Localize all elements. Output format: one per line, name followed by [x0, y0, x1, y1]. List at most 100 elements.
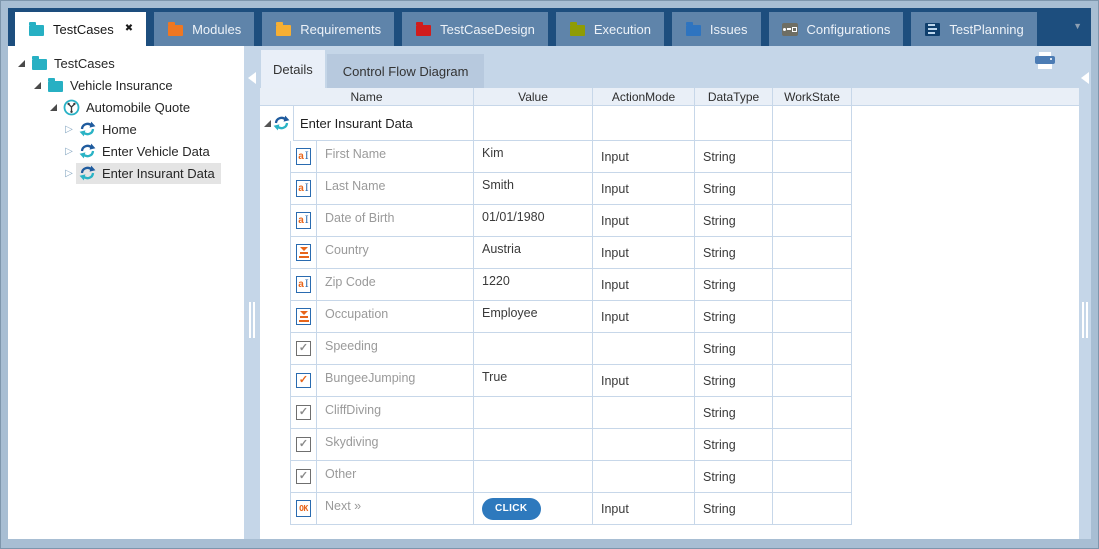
- tree-item[interactable]: ▷ Enter Insurant Data: [8, 162, 244, 184]
- cell-datatype[interactable]: String: [695, 333, 773, 365]
- cell-workstate[interactable]: [773, 237, 852, 269]
- doc-tab-details[interactable]: Details: [261, 50, 325, 88]
- cell-datatype[interactable]: String: [695, 141, 773, 173]
- cell-actionmode[interactable]: Input: [593, 237, 695, 269]
- cell-workstate[interactable]: [773, 333, 852, 365]
- collapse-right-icon[interactable]: [1081, 72, 1089, 84]
- cell-value[interactable]: True: [474, 365, 593, 397]
- tree-item[interactable]: TestCases: [8, 52, 244, 74]
- cell-workstate[interactable]: [773, 269, 852, 301]
- cell-actionmode[interactable]: Input: [593, 269, 695, 301]
- cell-actionmode[interactable]: [593, 333, 695, 365]
- cell-workstate[interactable]: [773, 397, 852, 429]
- table-row[interactable]: aI ✓ OK BungeeJumping True Input String: [260, 365, 1079, 397]
- cell-workstate[interactable]: [773, 493, 852, 525]
- print-icon[interactable]: [1035, 52, 1055, 69]
- checkbox-icon: ✓: [296, 437, 311, 452]
- tree-expander-icon[interactable]: ▷: [65, 123, 73, 135]
- tab-close-icon[interactable]: ✖: [124, 23, 134, 34]
- cell-actionmode[interactable]: Input: [593, 365, 695, 397]
- tree-expander-icon[interactable]: [14, 60, 28, 67]
- tree-item[interactable]: Vehicle Insurance: [8, 74, 244, 96]
- cell-datatype[interactable]: String: [695, 205, 773, 237]
- table-row[interactable]: aI ✓ OK Date of Birth 01/01/1980 Input S…: [260, 205, 1079, 237]
- cell-datatype[interactable]: String: [695, 301, 773, 333]
- cell-value[interactable]: CLICK: [474, 493, 593, 525]
- table-row[interactable]: aI ✓ OK CliffDiving String: [260, 397, 1079, 429]
- cell-datatype[interactable]: String: [695, 461, 773, 493]
- cell-workstate[interactable]: [773, 429, 852, 461]
- tree-item[interactable]: Automobile Quote: [8, 96, 244, 118]
- cell-actionmode[interactable]: Input: [593, 205, 695, 237]
- cell-datatype[interactable]: String: [695, 365, 773, 397]
- cell-value[interactable]: Smith: [474, 173, 593, 205]
- cell-value[interactable]: 1220: [474, 269, 593, 301]
- main-tab-bar: TestCases ✖ Modules Requirements TestCas…: [8, 8, 1091, 46]
- cell-actionmode[interactable]: Input: [593, 493, 695, 525]
- table-row[interactable]: aI ✓ OK Occupation Employee Input String: [260, 301, 1079, 333]
- cell-workstate[interactable]: [773, 141, 852, 173]
- right-splitter[interactable]: [1079, 46, 1091, 539]
- cell-datatype[interactable]: String: [695, 269, 773, 301]
- main-tab[interactable]: TestPlanning: [911, 12, 1037, 46]
- cell-workstate[interactable]: [773, 205, 852, 237]
- cell-workstate[interactable]: [773, 365, 852, 397]
- cell-value[interactable]: [474, 429, 593, 461]
- cell-workstate[interactable]: [773, 173, 852, 205]
- cell-value[interactable]: Employee: [474, 301, 593, 333]
- tree-item[interactable]: ▷ Enter Vehicle Data: [8, 140, 244, 162]
- tab-folder-icon: [275, 21, 292, 37]
- main-tab[interactable]: Execution: [555, 12, 664, 46]
- table-row[interactable]: aI ✓ OK Other String: [260, 461, 1079, 493]
- table-row[interactable]: aI ✓ OK Zip Code 1220 Input String: [260, 269, 1079, 301]
- cell-datatype[interactable]: String: [695, 397, 773, 429]
- doc-tab-control-flow-diagram[interactable]: Control Flow Diagram: [326, 54, 485, 88]
- table-row[interactable]: aI ✓ OK First Name Kim Input String: [260, 141, 1079, 173]
- table-row[interactable]: aI ✓ OK Last Name Smith Input String: [260, 173, 1079, 205]
- collapse-left-icon[interactable]: [248, 72, 256, 84]
- main-tab[interactable]: TestCases ✖: [15, 12, 147, 46]
- row-type-icon: aI ✓ OK: [290, 397, 317, 429]
- cell-actionmode[interactable]: [593, 397, 695, 429]
- cell-workstate[interactable]: [773, 301, 852, 333]
- left-splitter[interactable]: [244, 46, 260, 539]
- tab-overflow-dropdown-icon[interactable]: ▼: [1073, 21, 1082, 31]
- cell-datatype[interactable]: String: [695, 173, 773, 205]
- tree-expander-icon[interactable]: ▷: [65, 145, 73, 157]
- cell-value[interactable]: [474, 397, 593, 429]
- tree-expander-icon[interactable]: ▷: [65, 167, 73, 179]
- row-expander-icon[interactable]: [264, 120, 271, 127]
- table-parent-row[interactable]: Enter Insurant Data: [260, 106, 1079, 141]
- table-row[interactable]: aI ✓ OK Skydiving String: [260, 429, 1079, 461]
- cell-datatype[interactable]: String: [695, 493, 773, 525]
- cell-value[interactable]: Austria: [474, 237, 593, 269]
- cell-name: BungeeJumping: [317, 365, 474, 397]
- main-tab[interactable]: Configurations: [768, 12, 904, 46]
- tree-expander-icon[interactable]: [46, 104, 60, 111]
- cell-datatype[interactable]: String: [695, 429, 773, 461]
- cell-value[interactable]: 01/01/1980: [474, 205, 593, 237]
- main-tab[interactable]: Modules: [154, 12, 255, 46]
- cell-datatype[interactable]: String: [695, 237, 773, 269]
- table-row[interactable]: aI ✓ OK Next » CLICK Input String: [260, 493, 1079, 525]
- cell-workstate[interactable]: [773, 461, 852, 493]
- row-type-icon: aI ✓ OK: [290, 269, 317, 301]
- checkbox-icon: ✓: [296, 341, 311, 356]
- tab-folder-icon: [685, 21, 702, 37]
- click-button[interactable]: CLICK: [482, 497, 541, 520]
- cell-actionmode[interactable]: [593, 461, 695, 493]
- tree-item[interactable]: ▷ Home: [8, 118, 244, 140]
- cell-actionmode[interactable]: [593, 429, 695, 461]
- cell-actionmode[interactable]: Input: [593, 141, 695, 173]
- cell-actionmode[interactable]: Input: [593, 173, 695, 205]
- table-row[interactable]: aI ✓ OK Country Austria Input String: [260, 237, 1079, 269]
- tree-expander-icon[interactable]: [30, 82, 44, 89]
- main-tab[interactable]: Issues: [671, 12, 761, 46]
- cell-value[interactable]: Kim: [474, 141, 593, 173]
- main-tab[interactable]: TestCaseDesign: [402, 12, 548, 46]
- cell-value[interactable]: [474, 333, 593, 365]
- cell-value[interactable]: [474, 461, 593, 493]
- main-tab[interactable]: Requirements: [262, 12, 395, 46]
- table-row[interactable]: aI ✓ OK Speeding String: [260, 333, 1079, 365]
- cell-actionmode[interactable]: Input: [593, 301, 695, 333]
